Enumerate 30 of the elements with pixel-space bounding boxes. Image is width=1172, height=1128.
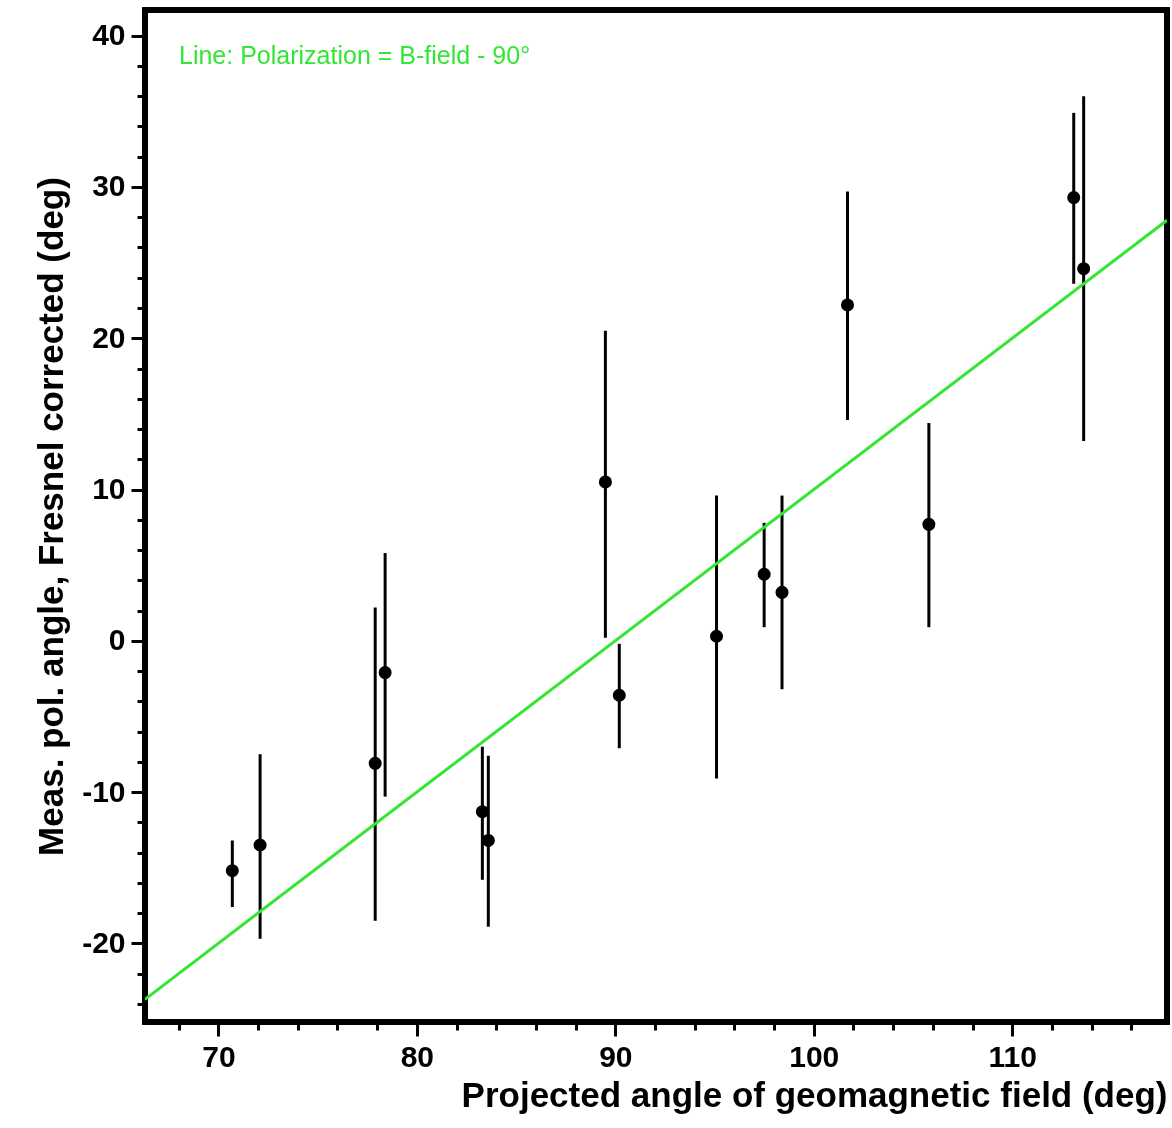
x-tick-label: 110 — [988, 1039, 1037, 1073]
y-tick-label: -20 — [82, 925, 126, 959]
x-tick-label: 80 — [400, 1039, 435, 1073]
point — [225, 864, 239, 878]
point — [475, 805, 489, 819]
point — [922, 517, 936, 531]
x-tick-label: 100 — [789, 1039, 840, 1073]
point — [757, 567, 771, 581]
point — [710, 629, 724, 643]
x-tick-label: 70 — [202, 1039, 236, 1073]
point — [253, 838, 267, 852]
point — [612, 688, 626, 702]
y-axis-title: Meas. pol. angle, Fresnel corrected (deg) — [31, 177, 71, 856]
point — [1067, 191, 1081, 205]
y-tick-label: 30 — [92, 169, 126, 203]
point — [481, 833, 495, 847]
y-tick-label: 40 — [92, 18, 126, 52]
point — [598, 475, 612, 489]
x-axis-title: Projected angle of geomagnetic field (deg) — [461, 1074, 1168, 1114]
x-tick-label: 90 — [599, 1039, 633, 1073]
y-tick-label: 10 — [92, 472, 126, 506]
y-tick-label: -10 — [82, 774, 126, 808]
y-tick-label: 20 — [92, 320, 126, 354]
point — [378, 666, 392, 680]
point — [840, 298, 855, 312]
point — [775, 585, 789, 599]
annotation: Line: Polarization = B-field - 90° — [179, 41, 531, 69]
y-tick-label: 0 — [108, 623, 126, 657]
point — [368, 756, 382, 770]
point — [1077, 262, 1091, 276]
